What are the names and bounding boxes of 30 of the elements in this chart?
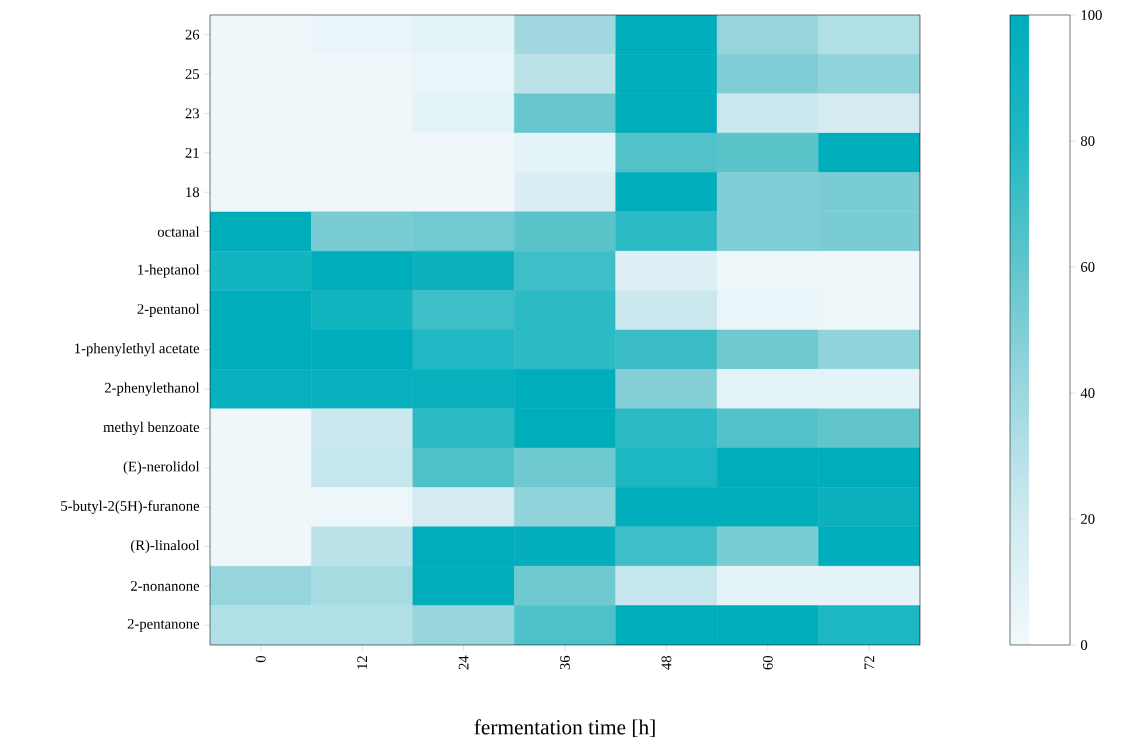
y-tick-label: 26 — [185, 29, 200, 40]
x-tick-label: 12 — [357, 656, 367, 669]
y-tick-label: octanal — [157, 226, 200, 237]
y-tick-label: 25 — [185, 69, 200, 79]
x-tick-label: 48 — [661, 655, 672, 670]
x-tick-label: 24 — [458, 655, 469, 670]
color-bar-label: 80 — [1080, 136, 1095, 146]
y-tick-label: 1-phenylethyl acetate — [75, 343, 200, 357]
y-tick-label: 23 — [185, 108, 200, 119]
x-tick-label: 60 — [762, 655, 773, 670]
y-tick-label: 5-butyl-2(5H)-furanone — [61, 500, 200, 514]
y-tick-label: 2-phenylethanol — [104, 382, 200, 396]
y-tick-label: (E)-nerolidol — [123, 461, 200, 475]
y-tick-label: 2-nonanone — [131, 581, 200, 591]
y-tick-label: (R)-linalool — [131, 539, 200, 554]
x-tick-label: 0 — [255, 655, 266, 663]
x-tick-label: 72 — [864, 656, 875, 670]
color-bar-label: 60 — [1081, 262, 1095, 272]
y-tick-label: 2-pentanone — [127, 618, 200, 632]
y-tick-label: methyl benzoate — [103, 421, 200, 436]
color-bar-label: 0 — [1080, 640, 1088, 650]
y-tick-label: 18 — [186, 187, 200, 198]
y-tick-label: 2-pentanol — [137, 303, 200, 317]
color-bar-label: 40 — [1080, 388, 1095, 398]
x-tick-label: 36 — [560, 655, 570, 670]
x-axis-title: fermentation time [h] — [474, 719, 655, 738]
color-bar-label: 100 — [1081, 10, 1102, 20]
y-tick-label: 21 — [185, 147, 199, 158]
y-tick-label: 1-heptanol — [138, 264, 200, 278]
color-bar-label: 20 — [1081, 514, 1095, 524]
